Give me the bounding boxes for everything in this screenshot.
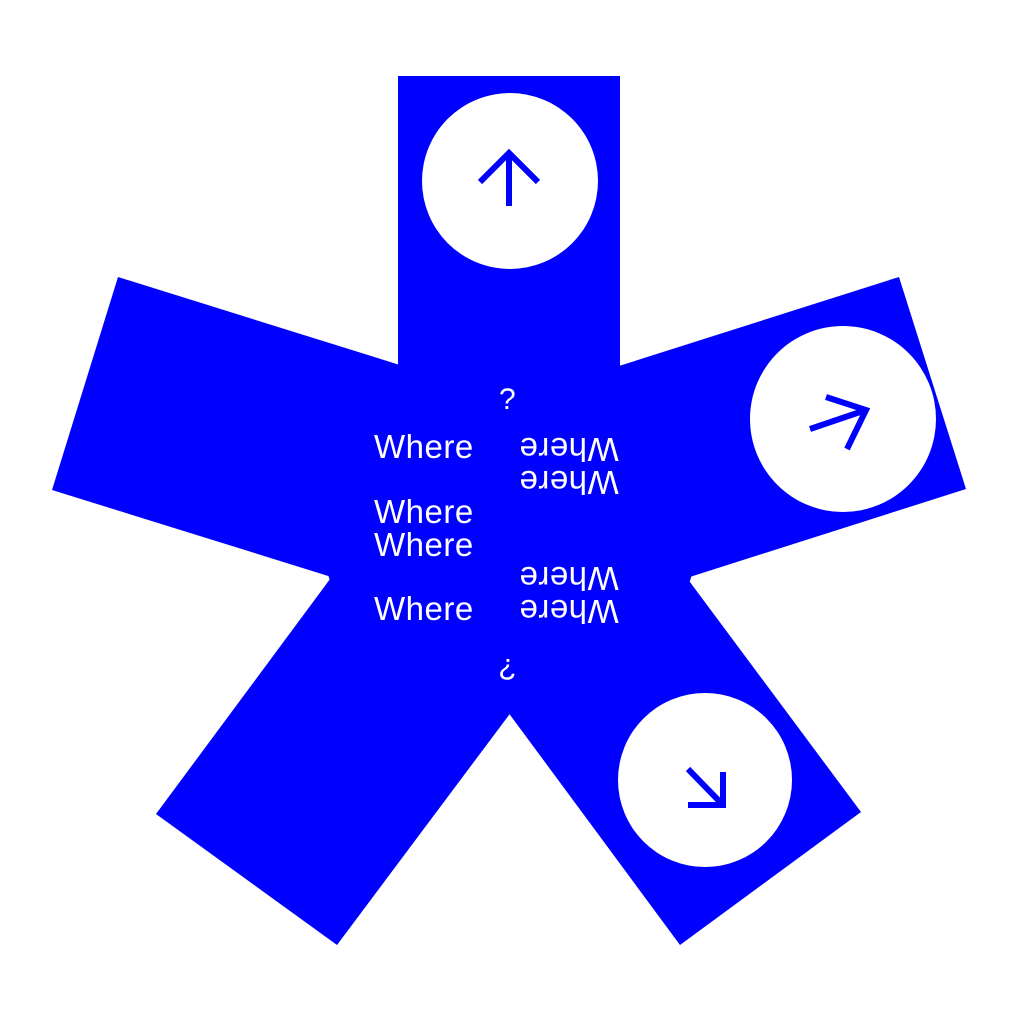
question-mark-top: ? [499, 383, 516, 416]
where-right-flipped-2: Where [519, 464, 619, 501]
arrow-up-button[interactable] [422, 93, 598, 269]
arrow-down-right-button[interactable] [618, 693, 792, 867]
where-left-3: Where [374, 526, 474, 563]
where-left-4: Where [374, 590, 474, 627]
arrow-up-icon [477, 148, 541, 206]
circle-bottom-right [618, 693, 792, 867]
asterisk-core [320, 330, 700, 710]
where-right-flipped-1: Where [519, 431, 619, 468]
where-left-2: Where [374, 493, 474, 530]
where-left-1: Where [374, 428, 474, 465]
arrow-up-right-button[interactable] [750, 326, 936, 512]
arrow-up-right-icon [809, 394, 871, 451]
arrow-down-right-icon [685, 766, 726, 808]
where-right-flipped-4: Where [519, 593, 619, 630]
where-right-flipped-3: Where [519, 560, 619, 597]
question-mark-bottom: ? [499, 652, 516, 685]
